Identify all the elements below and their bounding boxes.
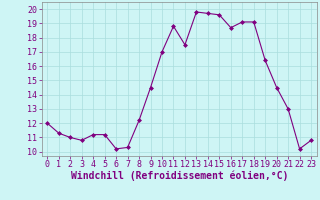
X-axis label: Windchill (Refroidissement éolien,°C): Windchill (Refroidissement éolien,°C) <box>70 171 288 181</box>
